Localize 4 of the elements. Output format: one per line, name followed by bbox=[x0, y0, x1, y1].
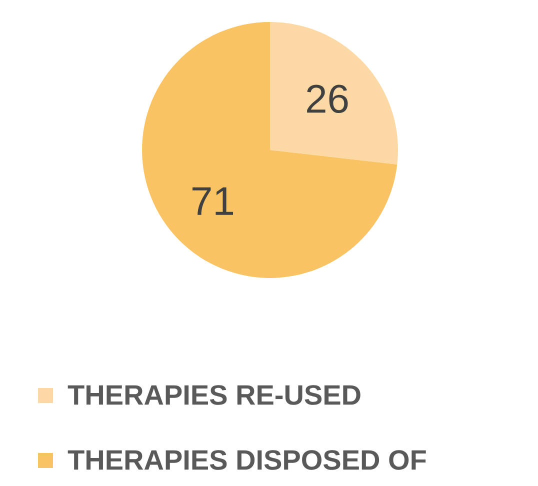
legend-label: THERAPIES RE-USED bbox=[68, 385, 360, 405]
data-label: 71 bbox=[192, 187, 233, 215]
data-label: 26 bbox=[307, 84, 348, 114]
legend-label: THERAPIES DISPOSED OF bbox=[68, 450, 426, 470]
